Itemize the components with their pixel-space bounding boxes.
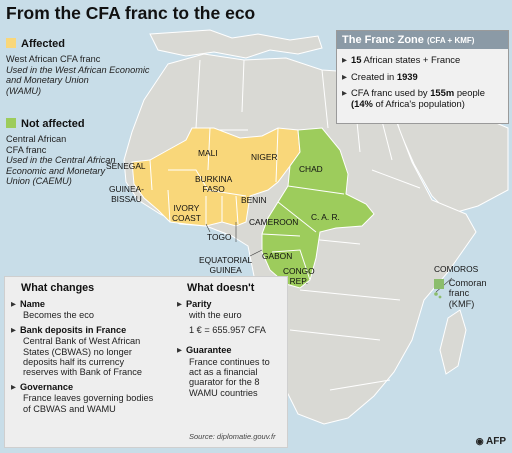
not-affected-line1: Central African [6, 134, 67, 144]
change-item-name: ▶ Name Becomes the eco [11, 299, 175, 321]
comoran-text: Comoran franc (KMF) [449, 278, 508, 310]
label-benin: BENIN [241, 195, 267, 205]
legend-not-affected-heading: Not affected [6, 118, 126, 130]
change-item-governance: ▶ Governance France leaves governing bodi… [11, 382, 175, 414]
change-deposits-text: Central Bank of West African States (CBW… [23, 336, 142, 378]
comoros-title: COMOROS [434, 264, 479, 274]
caemu-borders [261, 185, 345, 281]
label-congo: CONGO REP. [283, 266, 315, 286]
legend-affected-heading: Affected [6, 38, 166, 50]
affected-swatch [6, 38, 16, 48]
franc-zone-box: The Franc Zone (CFA + KMF) 15 African st… [336, 30, 509, 124]
not-affected-description: Central African CFA franc Used in the Ce… [6, 134, 118, 187]
label-guinea-bissau: GUINEA- BISSAU [109, 184, 144, 204]
not-affected-line2: CFA franc [6, 144, 47, 155]
states-count: 15 [351, 54, 362, 65]
burkina-line2: FASO [202, 183, 225, 194]
congo-line1: CONGO [283, 266, 315, 276]
what-changes-list: ▶ Name Becomes the eco ▶ Bank deposits in … [11, 299, 175, 414]
created-text: Created in [351, 70, 395, 82]
franc-zone-item-population: CFA franc used by 155m people (14% of Af… [337, 87, 508, 109]
ivory-line1: IVORY [173, 203, 200, 213]
europe-landmass [149, 29, 323, 59]
comoran-row: Comoran franc (KMF) [434, 278, 508, 310]
comoros-island [434, 292, 438, 296]
created-year: 1939 [396, 70, 418, 82]
guinea-bissau-line1: GUINEA- [109, 184, 144, 194]
camera-icon: ◉ [475, 436, 484, 446]
change-name-title: Name [20, 299, 46, 309]
legend-not-affected: Not affected Central African CFA franc U… [6, 118, 126, 187]
label-senegal: SENEGAL [106, 161, 146, 171]
change-governance-text: France leaves governing bodies of CBWAS … [23, 393, 154, 414]
afp-credit: AFP [486, 436, 506, 447]
source-note: Source: diplomatie.gouv.fr [189, 432, 276, 441]
change-deposits-title: Bank deposits in France [20, 324, 127, 335]
congo-line2: REP. [289, 275, 309, 286]
comoran-abbr: (KMF) [448, 298, 475, 309]
franc-zone-title: The Franc Zone [342, 34, 424, 46]
what-changes-heading: What changes [21, 282, 95, 294]
madagascar [439, 309, 467, 375]
label-gabon: GABON [262, 251, 293, 261]
comoran-label: Comoran franc [448, 277, 487, 299]
comoros-island [438, 295, 442, 299]
change-governance-title: Governance [20, 381, 74, 392]
not-affected-heading-text: Not affected [21, 118, 85, 130]
label-mali: MALI [198, 148, 218, 158]
label-burkina-faso: BURKINA FASO [195, 174, 233, 194]
page-title: From the CFA franc to the eco [6, 3, 256, 23]
not-affected-italic: Used in the Central African Economic and… [6, 155, 116, 176]
unchanged-item-guarantee: ▶ Guarantee France continues to act as a … [177, 345, 285, 398]
eq-guinea-line2: GUINEA [209, 264, 242, 275]
population-text: CFA franc used by [351, 87, 428, 98]
change-item-deposits: ▶ Bank deposits in France Central Bank of… [11, 325, 175, 378]
franc-zone-subtitle: (CFA + KMF) [426, 36, 475, 45]
affected-line1: West African CFA franc [6, 54, 101, 64]
population-count: 155m [430, 87, 455, 98]
label-togo: TOGO [207, 232, 232, 242]
label-niger: NIGER [251, 152, 278, 162]
comoran-swatch [434, 278, 444, 289]
population-share-text: of Africa's population) [375, 97, 465, 109]
not-affected-swatch [6, 118, 16, 128]
label-ivory-coast: IVORY COAST [172, 203, 201, 223]
label-chad: CHAD [299, 164, 323, 174]
franc-zone-header: The Franc Zone (CFA + KMF) [337, 31, 508, 49]
wamu-borders [149, 127, 279, 226]
ivory-line2: COAST [172, 212, 201, 223]
afp-logo: ◉ AFP [476, 436, 506, 447]
franc-zone-item-states: 15 African states + France [337, 54, 508, 66]
affected-description: West African CFA franc Used in the West … [6, 54, 166, 96]
affected-heading-text: Affected [21, 38, 66, 50]
legend-comoros: COMOROS Comoran franc (KMF) [434, 264, 508, 310]
parity-rate: 1 € = 655.957 CFA [189, 324, 266, 335]
population-unit: people [456, 87, 485, 98]
affected-abbr: (WAMU) [6, 85, 42, 96]
legend-affected: Affected West African CFA franc Used in … [6, 38, 166, 96]
leader-line [205, 223, 211, 233]
franc-zone-item-created: Created in 1939 [337, 70, 508, 83]
affected-italic: Used in the West African Economic and Mo… [6, 64, 150, 86]
eq-guinea-line1: EQUATORIAL [199, 255, 253, 265]
label-car: C. A. R. [311, 212, 340, 222]
label-cameroon: CAMEROON [249, 217, 299, 227]
not-affected-abbr: Union (CAEMU) [6, 176, 72, 186]
guarantee-title: Guarantee [186, 345, 232, 356]
changes-box: What changes What doesn't ▶ Name Becomes … [4, 276, 288, 448]
label-equatorial-guinea: EQUATORIAL GUINEA [199, 255, 253, 275]
what-doesnt-heading: What doesn't [187, 282, 255, 294]
leader-line [249, 249, 263, 257]
change-name-text: Becomes the eco [23, 310, 94, 321]
parity-text: with the euro [189, 310, 242, 321]
guarantee-text: France continues to act as a financial g… [189, 356, 270, 398]
leader-line [435, 277, 453, 293]
burkina-line1: BURKINA [195, 174, 233, 184]
states-text: African states + France [363, 54, 461, 65]
parity-title: Parity [186, 299, 212, 309]
guinea-bissau-line2: BISSAU [111, 193, 142, 204]
population-share: (14% [351, 97, 373, 109]
unchanged-item-parity: ▶ Parity with the euro 1 € = 655.957 CFA [177, 299, 285, 335]
what-doesnt-list: ▶ Parity with the euro 1 € = 655.957 CFA … [177, 299, 285, 398]
